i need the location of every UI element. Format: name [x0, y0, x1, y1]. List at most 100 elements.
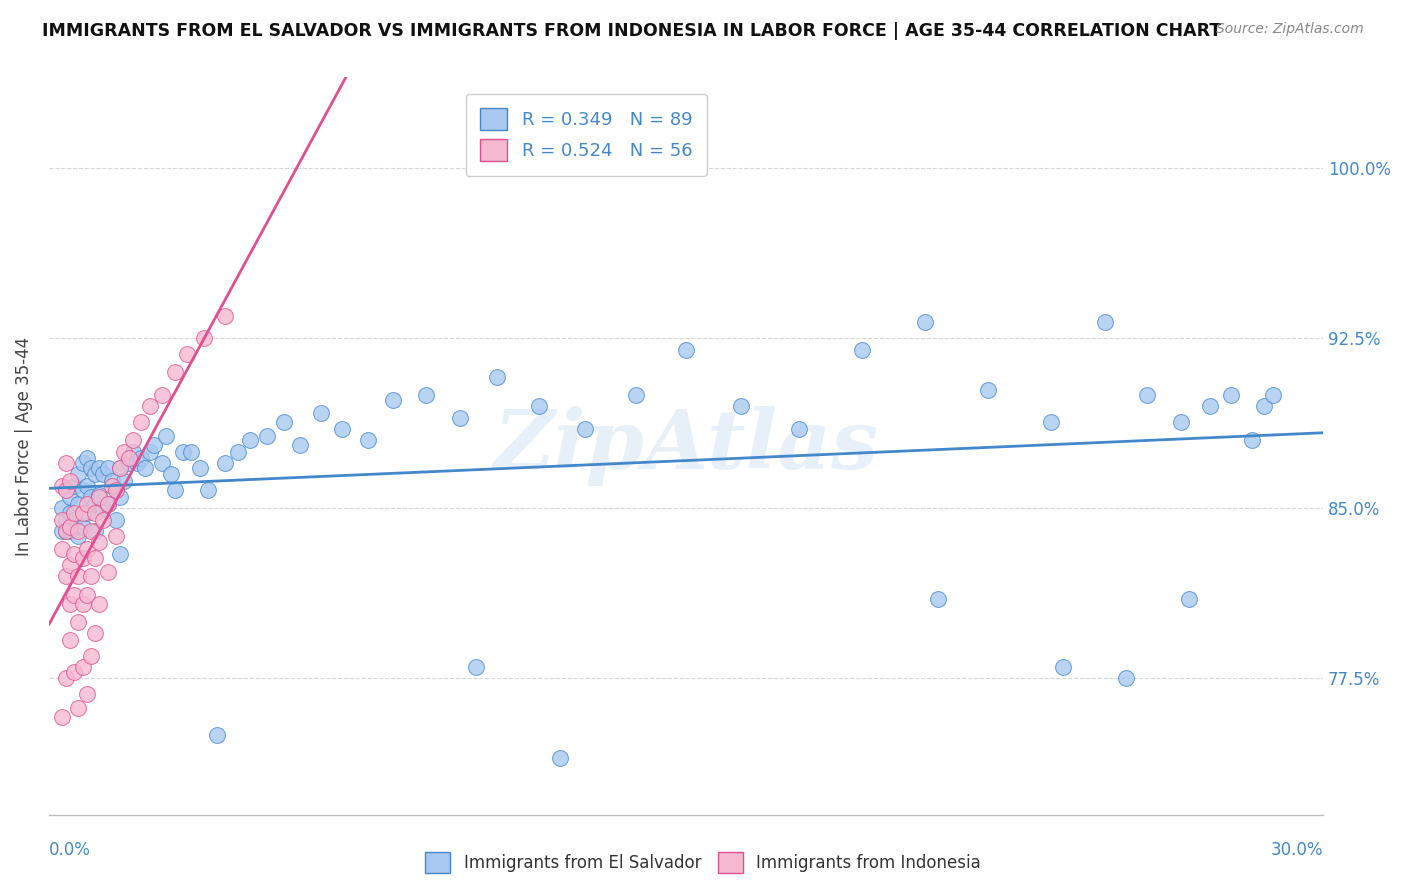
Point [1253, 400, 1275, 414]
Point [129, 415, 152, 429]
Point [89, 490, 111, 504]
Point [142, 438, 165, 452]
Point [914, 315, 936, 329]
Point [159, 467, 181, 482]
Point [93, 467, 115, 482]
Text: Source: ZipAtlas.com: Source: ZipAtlas.com [1216, 22, 1364, 37]
Point [117, 451, 139, 466]
Point [239, 434, 262, 448]
Point [72, 483, 94, 498]
Point [63, 513, 86, 527]
Point [63, 665, 86, 679]
Point [84, 467, 107, 482]
Point [93, 513, 115, 527]
Point [134, 460, 156, 475]
Y-axis label: In Labor Force | Age 35-44: In Labor Force | Age 35-44 [15, 336, 32, 556]
Point [67, 701, 90, 715]
Point [89, 460, 111, 475]
Point [787, 422, 810, 436]
Point [121, 434, 143, 448]
Point [214, 456, 236, 470]
Point [112, 474, 135, 488]
Point [730, 400, 752, 414]
Point [574, 422, 596, 436]
Point [72, 519, 94, 533]
Point [63, 547, 86, 561]
Point [1039, 415, 1062, 429]
Point [550, 751, 572, 765]
Point [188, 460, 211, 475]
Point [180, 444, 202, 458]
Point [927, 592, 949, 607]
Point [675, 343, 697, 357]
Text: ZipAtlas: ZipAtlas [494, 406, 879, 486]
Point [72, 551, 94, 566]
Point [197, 483, 219, 498]
Point [110, 547, 132, 561]
Point [55, 524, 77, 538]
Point [1115, 672, 1137, 686]
Point [72, 506, 94, 520]
Point [51, 478, 73, 492]
Point [76, 542, 98, 557]
Point [1240, 434, 1263, 448]
Point [311, 406, 333, 420]
Point [290, 438, 312, 452]
Point [67, 615, 90, 629]
Point [63, 588, 86, 602]
Point [80, 524, 103, 538]
Point [851, 343, 873, 357]
Point [381, 392, 404, 407]
Point [67, 569, 90, 583]
Point [105, 483, 128, 498]
Point [63, 506, 86, 520]
Point [273, 415, 295, 429]
Point [76, 687, 98, 701]
Point [72, 597, 94, 611]
Point [150, 456, 173, 470]
Point [1052, 660, 1074, 674]
Point [97, 497, 120, 511]
Point [84, 497, 107, 511]
Point [55, 524, 77, 538]
Point [465, 660, 488, 674]
Point [80, 490, 103, 504]
Point [117, 456, 139, 470]
Point [129, 451, 152, 466]
Point [67, 467, 90, 482]
Point [415, 388, 437, 402]
Point [55, 513, 77, 527]
Legend: R = 0.349   N = 89, R = 0.524   N = 56: R = 0.349 N = 89, R = 0.524 N = 56 [465, 94, 707, 176]
Point [72, 456, 94, 470]
Point [112, 444, 135, 458]
Point [51, 542, 73, 557]
Point [89, 535, 111, 549]
Point [150, 388, 173, 402]
Text: 30.0%: 30.0% [1271, 841, 1323, 859]
Point [172, 444, 194, 458]
Point [63, 478, 86, 492]
Point [977, 384, 1000, 398]
Point [76, 588, 98, 602]
Point [163, 365, 186, 379]
Point [76, 506, 98, 520]
Point [1094, 315, 1116, 329]
Text: 0.0%: 0.0% [49, 841, 91, 859]
Point [59, 506, 82, 520]
Point [101, 474, 124, 488]
Point [97, 460, 120, 475]
Point [1261, 388, 1284, 402]
Point [226, 444, 249, 458]
Point [205, 728, 228, 742]
Point [55, 672, 77, 686]
Point [449, 410, 471, 425]
Point [1199, 400, 1222, 414]
Point [105, 528, 128, 542]
Point [59, 597, 82, 611]
Point [356, 434, 378, 448]
Point [105, 513, 128, 527]
Point [93, 501, 115, 516]
Point [80, 648, 103, 663]
Text: IMMIGRANTS FROM EL SALVADOR VS IMMIGRANTS FROM INDONESIA IN LABOR FORCE | AGE 35: IMMIGRANTS FROM EL SALVADOR VS IMMIGRANT… [42, 22, 1222, 40]
Point [110, 490, 132, 504]
